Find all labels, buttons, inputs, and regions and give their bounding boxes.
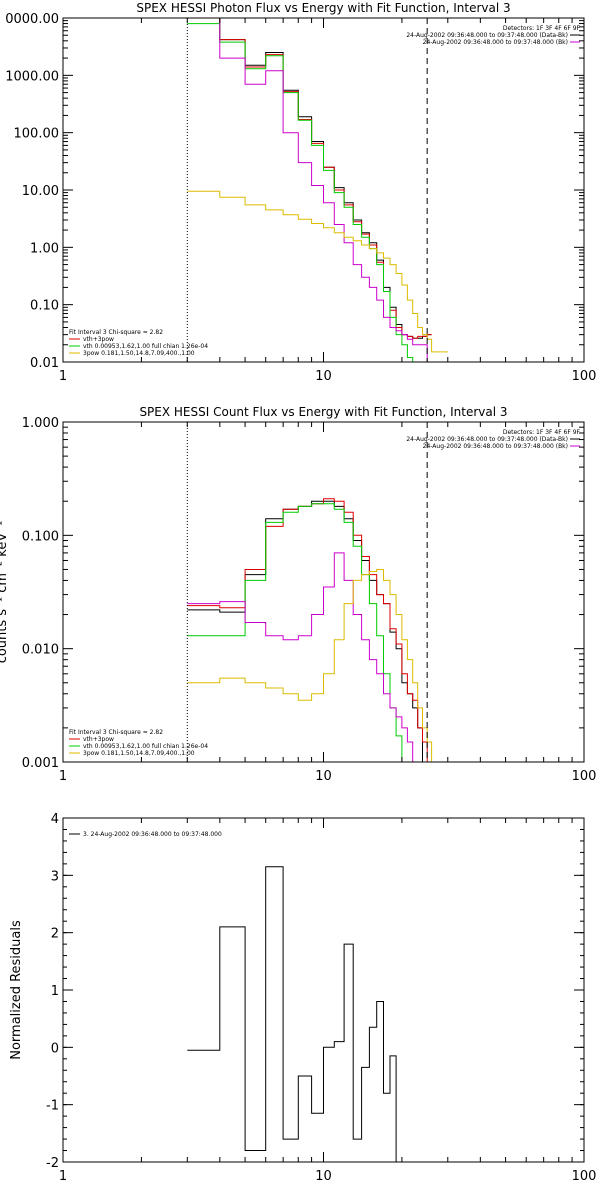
y-tick-label: 1.00 <box>30 241 59 256</box>
y-tick-label: 0.10 <box>30 299 59 314</box>
series-line-3 <box>187 18 432 362</box>
y-tick-label: 2 <box>51 927 59 942</box>
series-line-0 <box>187 500 432 762</box>
chart-title: SPEX HESSI Photon Flux vs Energy with Fi… <box>136 1 510 15</box>
y-tick-label: 3 <box>51 869 59 884</box>
series-line-0 <box>187 18 432 339</box>
legend-entry: vth 0.00953,1.62,1.00 full chian 1.26e-0… <box>83 743 208 750</box>
series-line-4 <box>187 190 448 353</box>
header-line: Detectors: 1F 3F 4F 6F 9F <box>503 25 581 32</box>
legend-entry: Fit Interval 3 Chi-square = 2.82 <box>69 329 163 336</box>
series-line-2 <box>187 503 432 762</box>
x-tick-label: 10 <box>315 769 332 784</box>
series-line-1 <box>187 18 432 339</box>
legend-entry: 3pow 0.181,1.50,14.8,7.09,400.,1.00 <box>83 750 195 757</box>
y-tick-label: 0.010 <box>22 643 59 658</box>
x-tick-label: 10 <box>315 1169 332 1184</box>
legend-entry: vth+3pow <box>83 336 114 343</box>
header-line: 24-Aug-2002 09:36:48.000 to 09:37:48.000… <box>423 443 568 450</box>
chart-photon: SPEX HESSI Photon Flux vs Energy with Fi… <box>5 1 596 384</box>
legend-entry: 3pow 0.181,1.50,14.8,7.09,400.,1.00 <box>83 350 195 357</box>
y-tick-label: -2 <box>46 1156 59 1171</box>
x-tick-label: 1 <box>59 769 67 784</box>
y-tick-label: 0.01 <box>30 356 59 371</box>
x-tick-label: 100 <box>572 369 597 384</box>
y-tick-label: 0 <box>51 1041 59 1056</box>
y-tick-label: 0.001 <box>22 756 59 771</box>
header-line: Detectors: 1F 3F 4F 6F 9F <box>503 429 581 436</box>
chart-count: SPEX HESSI Count Flux vs Energy with Fit… <box>0 405 596 784</box>
header-line: 24-Aug-2002 09:36:48.000 to 09:37:48.000… <box>406 436 568 443</box>
x-tick-label: 100 <box>572 1169 597 1184</box>
series-group <box>187 498 448 762</box>
header-line: 24-Aug-2002 09:36:48.000 to 09:37:48.000… <box>423 39 568 46</box>
y-axis-label: counts s⁻¹ cm⁻² keV⁻¹ <box>0 521 10 664</box>
header-line: 24-Aug-2002 09:36:48.000 to 09:37:48.000… <box>406 32 568 39</box>
legend-entry: 3. 24-Aug-2002 09:36:48.000 to 09:37:48.… <box>83 831 222 838</box>
legend-entry: vth+3pow <box>83 736 114 743</box>
y-tick-label: -1 <box>46 1099 59 1114</box>
y-tick-label: 10.00 <box>22 184 59 199</box>
y-tick-label: 1 <box>51 984 59 999</box>
y-tick-label: 4 <box>51 812 59 827</box>
y-tick-label: 0.100 <box>22 529 59 544</box>
y-tick-label: 1.000 <box>22 416 59 431</box>
series-line-1 <box>187 498 432 762</box>
x-tick-label: 10 <box>315 369 332 384</box>
legend-entry: Fit Interval 3 Chi-square = 2.82 <box>69 729 163 736</box>
legend-entry: vth 0.00953,1.62,1.00 full chian 1.26e-0… <box>83 343 208 350</box>
x-tick-label: 100 <box>572 769 597 784</box>
series-line-4 <box>187 569 448 762</box>
series-group <box>187 18 448 362</box>
x-tick-label: 1 <box>59 1169 67 1184</box>
y-tick-label: 1000.00 <box>5 69 59 84</box>
series-line-2 <box>187 23 432 362</box>
series-group <box>187 866 428 1162</box>
chart-title: SPEX HESSI Count Flux vs Energy with Fit… <box>139 405 507 419</box>
y-tick-label: 0000.00 <box>5 12 59 27</box>
y-axis-label: Normalized Residuals <box>9 920 24 1060</box>
series-line-3 <box>187 552 432 762</box>
x-tick-label: 1 <box>59 369 67 384</box>
series-line-0 <box>187 866 428 1162</box>
y-tick-label: 100.00 <box>14 127 60 142</box>
